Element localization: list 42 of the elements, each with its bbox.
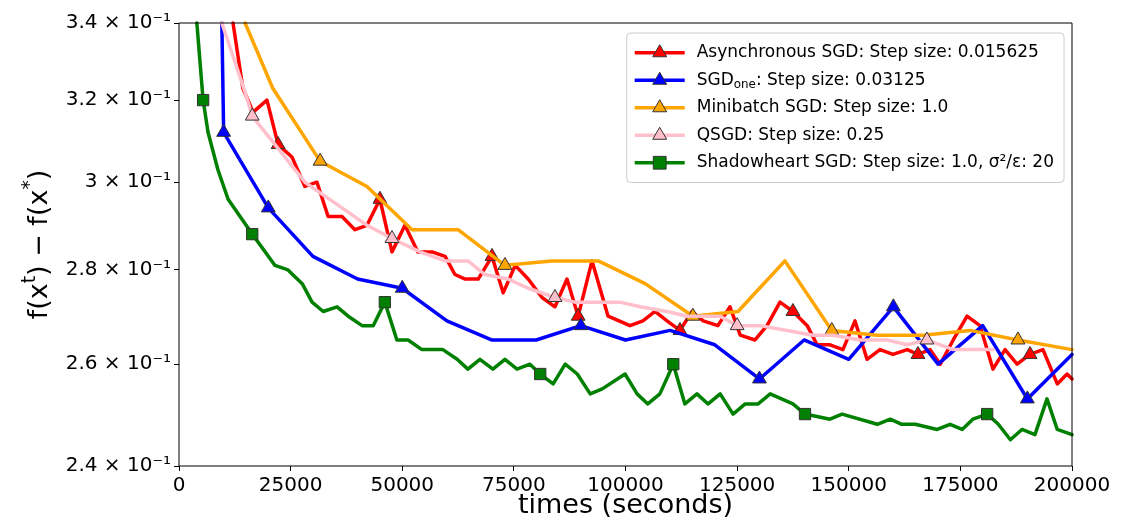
point [312, 152, 328, 166]
point [885, 298, 901, 312]
point [1010, 331, 1026, 345]
y-tick-label: 3.4 × 10⁻¹ [65, 9, 171, 34]
y-tick-label: 2.6 × 10⁻¹ [65, 350, 171, 375]
point [384, 230, 400, 244]
point [497, 256, 513, 270]
x-tick-label: 150000 [810, 472, 887, 497]
legend-label: Shadowheart SGD: Step size: 1.0, σ²/ε: 20 [696, 151, 1055, 172]
point [547, 288, 563, 302]
legend-label: Asynchronous SGD: Step size: 0.015625 [696, 41, 1039, 62]
point [981, 407, 994, 421]
point [798, 407, 812, 421]
point [919, 331, 935, 345]
point [244, 107, 260, 121]
point [785, 302, 801, 316]
point [534, 367, 547, 381]
point [1019, 390, 1035, 404]
y-tick-label: 3 × 10⁻¹ [84, 168, 171, 193]
y-tick-label: 3.2 × 10⁻¹ [65, 86, 171, 111]
legend-label: Minibatch SGD: Step size: 1.0 [696, 96, 949, 117]
x-tick-label: 200000 [1033, 472, 1111, 497]
legend-label: QSGD: Step size: 0.25 [696, 123, 885, 144]
point [378, 295, 391, 309]
point [394, 279, 410, 293]
point [752, 370, 767, 384]
y-tick-label: 2.8 × 10⁻¹ [65, 256, 171, 281]
point [216, 123, 232, 137]
point [667, 358, 680, 371]
y-axis-title: f(xt) − f(x*) [17, 169, 54, 320]
x-tick-label: 25000 [258, 472, 323, 497]
point [260, 199, 276, 213]
x-tick-label: 50000 [370, 472, 435, 497]
point [246, 227, 259, 241]
point [1022, 345, 1038, 359]
point [570, 307, 586, 321]
x-tick-label: 0 [172, 472, 186, 497]
x-tick-label: 175000 [922, 472, 999, 497]
point [729, 317, 745, 331]
point [910, 345, 926, 359]
point [573, 317, 589, 331]
y-tick-label: 2.4 × 10⁻¹ [65, 452, 171, 477]
